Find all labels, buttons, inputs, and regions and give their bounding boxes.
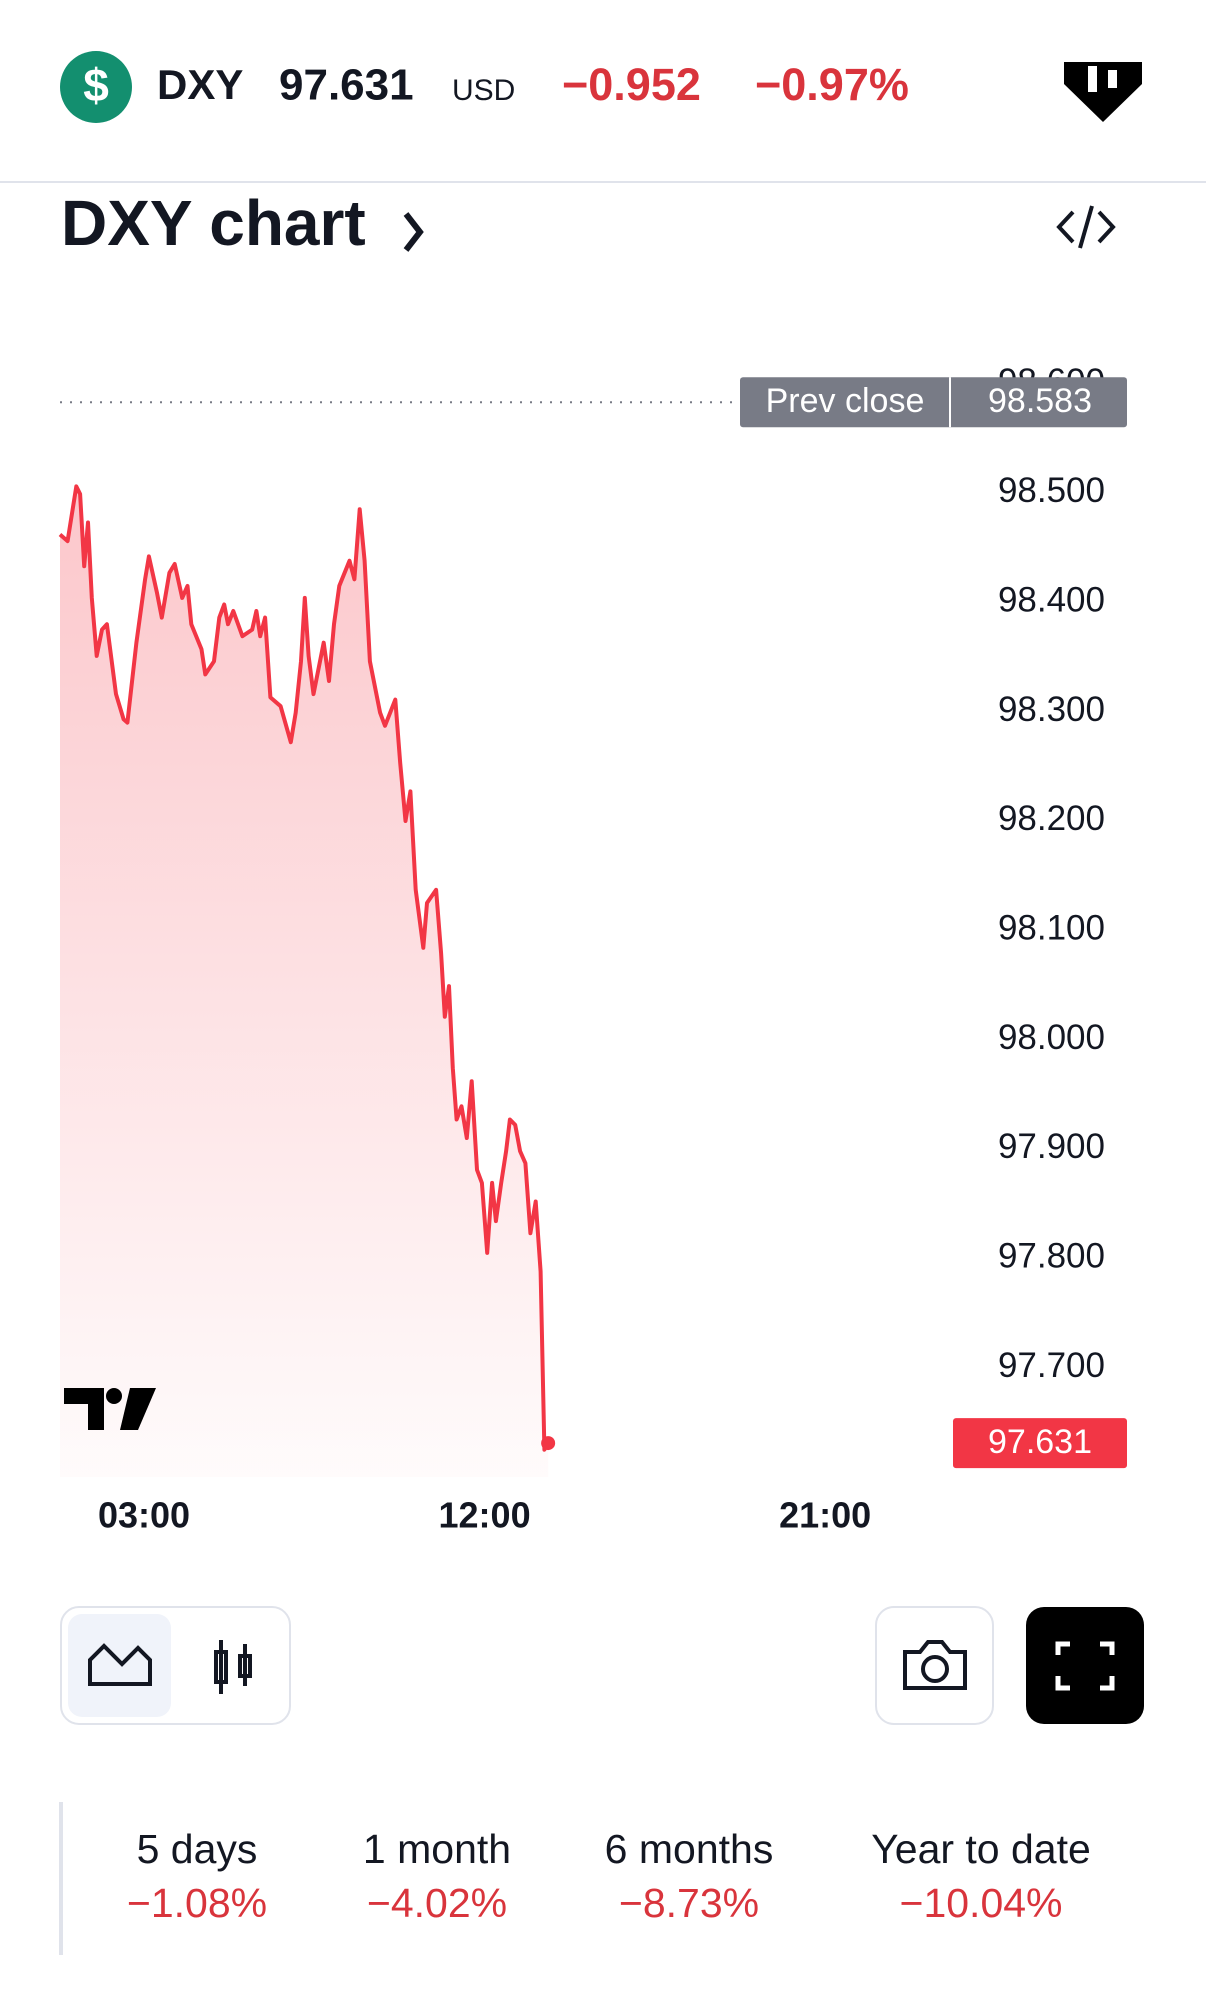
candles-button[interactable] [214,1640,252,1694]
period-change: −8.73% [619,1880,759,1926]
embed-icon[interactable] [1056,205,1116,249]
area-icon [88,1643,152,1686]
chevron-icon [403,212,424,252]
tradingview-logo [64,1388,156,1430]
period-change: −10.04% [900,1880,1063,1926]
period-label: 5 days [137,1826,258,1872]
period-change: −4.02% [367,1880,507,1926]
period-label: 1 month [363,1826,511,1872]
x-tick-label: 21:00 [779,1495,871,1536]
prev-close-value: 98.583 [988,382,1092,420]
prev-close-tag [740,377,1127,428]
y-tick-label: 97.800 [998,1237,1105,1276]
change-percent: −0.97% [755,59,909,110]
y-tick-label: 98.000 [998,1018,1105,1057]
symbol-icon [60,51,132,123]
fullscreen-icon [1055,1641,1115,1691]
x-tick-label: 12:00 [439,1495,531,1536]
price: 97.631 [279,61,414,110]
y-tick-label: 97.900 [998,1127,1105,1166]
y-tick-label: 98.500 [998,471,1105,510]
x-tick-label: 03:00 [98,1495,190,1536]
y-tick-label: 98.100 [998,909,1105,948]
period-label: Year to date [871,1826,1091,1872]
chart: 97.700 97.800 97.900 98.000 98.100 98.200 98.3… [58,362,1127,1536]
prev-close-label: Prev close [766,382,925,420]
y-tick-label: 98.400 [998,581,1105,620]
period-label: 6 months [605,1826,774,1872]
area [60,486,549,1477]
y-tick-label: 98.200 [998,799,1105,838]
period-change: −1.08% [127,1880,267,1926]
last-price-tag [953,1418,1127,1469]
y-tick-label: 97.700 [998,1346,1105,1385]
last-point [541,1436,556,1451]
last-price-label: 97.631 [988,1423,1092,1461]
fullscreen-button[interactable] [1026,1607,1144,1724]
symbol-icon-glyph: $ [83,59,109,111]
area-button[interactable] [68,1614,171,1717]
symbol: DXY [157,61,243,108]
y-tick-label: 98.300 [998,690,1105,729]
supercharts-icon[interactable] [1064,62,1142,122]
line [58,484,550,1452]
change: −0.952 [562,59,701,110]
currency: USD [452,74,515,107]
chart-heading[interactable]: DXY chart [61,187,366,259]
performance: 5 days −1.08% 1 month −4.02% 6 months −8.73% Y… [127,1826,1091,1926]
snapshot-button[interactable] [875,1606,994,1725]
camera-icon [903,1640,967,1690]
